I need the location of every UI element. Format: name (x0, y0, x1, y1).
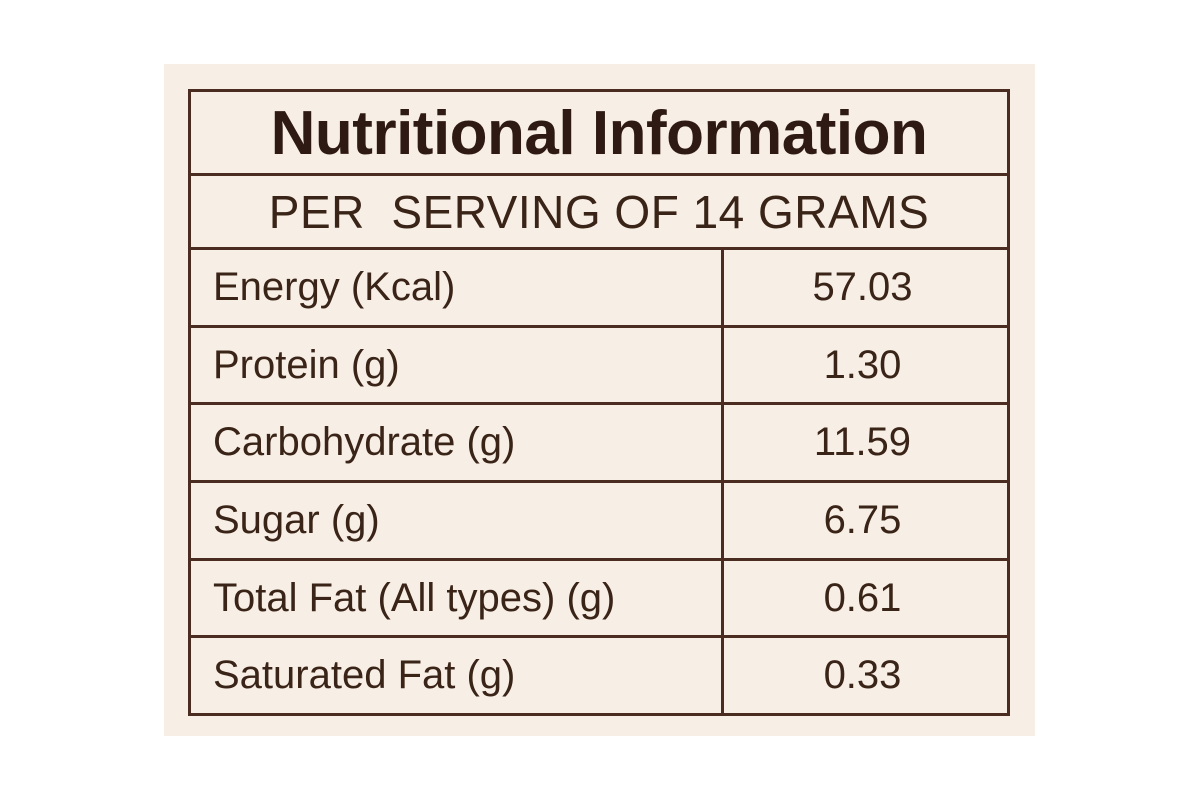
label-background (164, 64, 1035, 736)
table-title: Nutritional Information (191, 92, 1007, 176)
serving-size-heading: PER SERVING OF 14 GRAMS (191, 176, 1007, 250)
nutrient-name: Protein (g) (191, 327, 724, 403)
table-row-protein: Protein (g) 1.30 (191, 327, 1007, 406)
nutrition-table: Nutritional Information PER SERVING OF 1… (188, 89, 1010, 716)
nutrient-value: 57.03 (812, 264, 913, 309)
nutrient-name: Sugar (g) (191, 483, 724, 558)
nutrient-value: 0.61 (823, 575, 902, 620)
nutrient-value: 11.59 (813, 420, 912, 465)
nutrient-rows: Energy (Kcal) 57.03 Protein (g) 1.30 Car… (191, 250, 1007, 714)
nutrient-name: Carbohydrate (g) (191, 405, 724, 481)
table-row-carbohydrate: Carbohydrate (g) 11.59 (191, 405, 1007, 484)
nutrient-name: Saturated Fat (g) (191, 638, 724, 714)
nutrient-value: 6.75 (823, 497, 902, 542)
table-row-saturated-fat: Saturated Fat (g) 0.33 (191, 638, 1007, 714)
nutrient-value: 0.33 (823, 653, 902, 698)
nutrient-value: 1.30 (823, 342, 902, 387)
table-row-total-fat: Total Fat (All types) (g) 0.61 (191, 560, 1007, 639)
nutrient-name: Total Fat (All types) (g) (191, 560, 724, 636)
table-row-energy: Energy (Kcal) 57.03 (191, 250, 1007, 328)
nutrient-name: Energy (Kcal) (191, 250, 724, 325)
table-row-sugar: Sugar (g) 6.75 (191, 483, 1007, 561)
